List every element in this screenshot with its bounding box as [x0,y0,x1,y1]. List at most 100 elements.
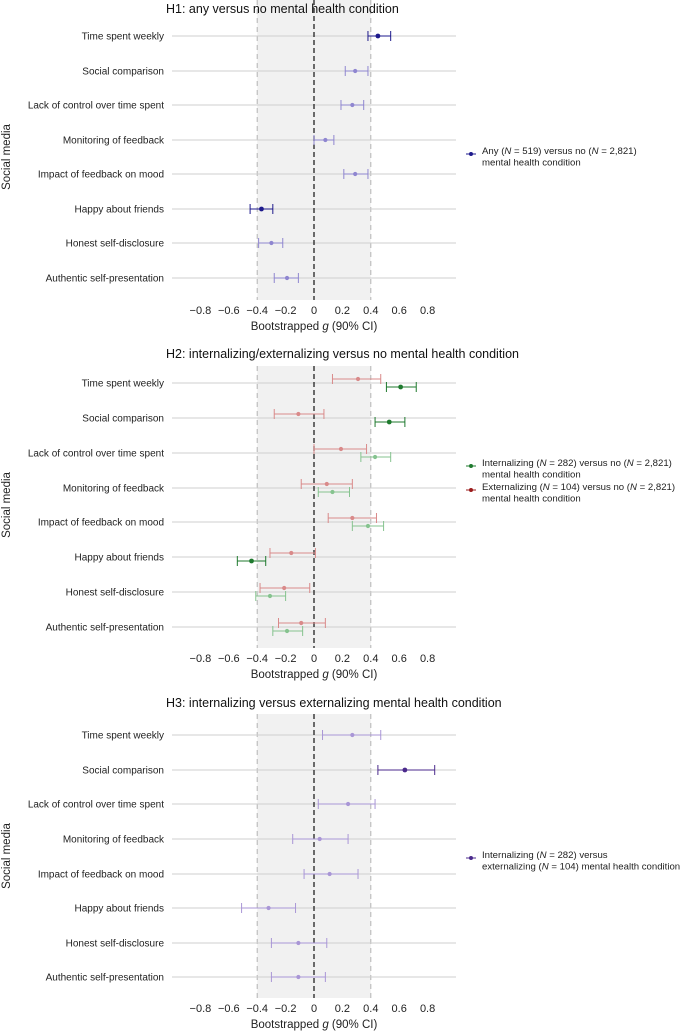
category-label: Monitoring of feedback [63,835,165,846]
effect-point [386,419,392,425]
x-axis-label-symbol: g [322,1019,329,1031]
x-tick-label: 0 [311,1003,317,1015]
category-label: Impact of feedback on mood [38,518,164,529]
legend-label: Any (N = 519) versus no (N = 2,821) menta… [482,146,637,169]
legend-label-symbol: N [540,850,547,861]
x-tick-label: −0.2 [275,653,297,665]
category-label: Happy about friends [74,904,164,915]
category-label: Honest self-disclosure [66,588,165,599]
legend-label-line: mental health condition [482,158,581,169]
category-label: Authentic self-presentation [46,274,164,285]
effect-point [353,171,358,177]
x-tick-label: 0.4 [363,305,378,317]
x-tick-label: −0.6 [218,653,240,665]
x-axis-label-symbol: g [322,321,329,333]
legend-item: Internalizing (N = 282) versus no (N = 2… [466,458,672,481]
legend-label-symbol: N [543,482,550,493]
category-label: Lack of control over time spent [28,800,164,811]
legend-label-line: Internalizing (N = 282) versus [482,850,608,861]
effect-point [289,550,294,556]
y-axis-label: Social media [1,471,13,537]
category-label: Social comparison [82,766,164,777]
category-label: Monitoring of feedback [63,484,165,495]
x-tick-label: 0.2 [335,305,350,317]
effect-point [282,585,287,591]
legend-label-symbol: N [630,482,637,493]
effect-point [296,411,301,417]
panel-title: H3: internalizing versus externalizing m… [166,696,502,710]
effect-point [267,593,273,599]
effect-point [284,628,290,634]
legend-label-line: Internalizing (N = 282) versus no (N = 2… [482,458,672,469]
effect-point [350,515,355,521]
x-axis-label-part: Bootstrapped [251,1019,323,1031]
legend-item: Externalizing (N = 104) versus no (N = 2… [466,482,675,505]
effect-point [284,275,290,281]
category-label: Lack of control over time spent [28,101,164,112]
x-tick-label: −0.8 [190,1003,212,1015]
legend-label-symbol: N [504,146,511,157]
panel-title: H1: any versus no mental health conditio… [166,2,399,16]
category-label: Monitoring of feedback [63,136,165,147]
x-axis-label-part: Bootstrapped [251,669,323,681]
legend-item: Internalizing (N = 282) versus externaliz… [466,850,680,873]
effect-point [259,206,264,212]
effect-point [350,102,355,108]
y-axis-label: Social media [1,822,13,888]
x-tick-label: 0.8 [420,1003,435,1015]
x-tick-label: −0.4 [246,653,268,665]
effect-point [372,454,378,460]
effect-point [402,767,408,773]
x-tick-label: 0.8 [420,653,435,665]
x-tick-label: −0.4 [246,305,268,317]
forest-panel-1: Time spent weekly Social comparison Lack o… [1,0,637,333]
x-tick-label: 0.8 [420,305,435,317]
effect-point [296,940,301,946]
category-label: Authentic self-presentation [46,623,164,634]
effect-point [353,68,358,74]
category-label: Honest self-disclosure [66,239,165,250]
legend-label-symbol: N [542,862,549,873]
effect-point [269,240,274,246]
x-tick-label: −0.2 [275,1003,297,1015]
effect-point [375,33,381,39]
legend-item: Any (N = 519) versus no (N = 2,821) menta… [466,146,637,169]
effect-point [355,376,361,382]
category-label: Lack of control over time spent [28,449,164,460]
legend-label-line: Any (N = 519) versus no (N = 2,821) [482,146,637,157]
x-tick-label: 0 [311,653,317,665]
legend-swatch-point [469,152,473,156]
x-tick-label: −0.2 [275,305,297,317]
legend-label: Internalizing (N = 282) versus no (N = 2… [482,458,672,481]
category-label: Time spent weekly [82,379,164,390]
x-tick-label: −0.6 [218,305,240,317]
effect-point [327,871,332,877]
category-label: Happy about friends [74,205,164,216]
effect-point [338,446,344,452]
effect-point [323,137,328,143]
legend-swatch-point [469,488,473,492]
category-label: Impact of feedback on mood [38,170,164,181]
x-axis-label: Bootstrapped g (90% CI) [251,321,378,333]
x-tick-label: −0.8 [190,653,212,665]
x-tick-label: 0.4 [363,653,378,665]
category-label: Impact of feedback on mood [38,870,164,881]
effect-point [266,905,271,911]
panel-title: H2: internalizing/externalizing versus n… [166,347,519,361]
effect-point [398,384,404,390]
x-tick-label: 0.6 [392,305,407,317]
x-axis-label-part: (90% CI) [329,321,378,333]
effect-point [330,489,335,495]
x-axis-label-part: (90% CI) [329,1019,378,1031]
legend-swatch-point [469,464,473,468]
effect-point [350,732,355,738]
x-tick-label: 0.2 [335,1003,350,1015]
legend-label-symbol: N [627,458,634,469]
x-tick-label: −0.6 [218,1003,240,1015]
legend-label-line: mental health condition [482,494,581,505]
effect-point [365,523,371,529]
legend-label-symbol: N [540,458,547,469]
legend-label-line: externalizing (N = 104) mental health co… [482,862,680,873]
x-axis-label: Bootstrapped g (90% CI) [251,669,378,681]
x-tick-label: 0.6 [392,1003,407,1015]
